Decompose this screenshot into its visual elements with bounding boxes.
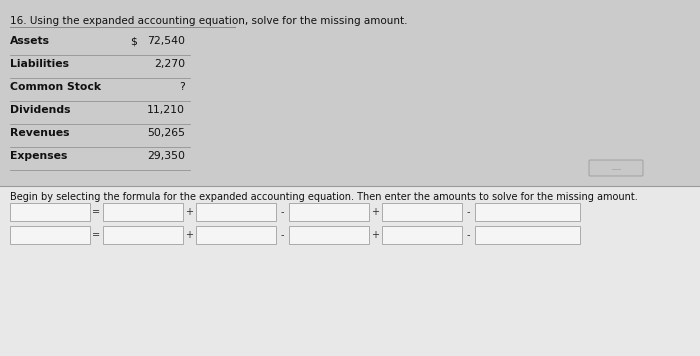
Bar bbox=[382, 203, 462, 221]
Text: Begin by selecting the formula for the expanded accounting equation. Then enter : Begin by selecting the formula for the e… bbox=[10, 192, 638, 202]
Text: Assets: Assets bbox=[10, 36, 50, 46]
Text: Common Stock: Common Stock bbox=[10, 82, 101, 92]
Text: Dividends: Dividends bbox=[10, 105, 71, 115]
Bar bbox=[10, 203, 90, 221]
Text: .....: ..... bbox=[611, 166, 621, 171]
Bar bbox=[475, 226, 580, 244]
Text: -: - bbox=[281, 207, 284, 217]
Text: 29,350: 29,350 bbox=[147, 151, 185, 161]
Bar bbox=[289, 226, 369, 244]
Text: $: $ bbox=[130, 36, 137, 46]
Text: -: - bbox=[467, 230, 470, 240]
Text: +: + bbox=[186, 230, 193, 240]
Text: ?: ? bbox=[179, 82, 185, 92]
Bar bbox=[382, 226, 462, 244]
FancyBboxPatch shape bbox=[589, 160, 643, 176]
Text: 50,265: 50,265 bbox=[147, 128, 185, 138]
Text: Expenses: Expenses bbox=[10, 151, 67, 161]
Bar bbox=[289, 203, 369, 221]
Bar bbox=[0, 186, 700, 356]
Bar bbox=[103, 203, 183, 221]
Bar bbox=[196, 203, 276, 221]
Text: +: + bbox=[372, 207, 379, 217]
Text: =: = bbox=[92, 230, 101, 240]
Text: 72,540: 72,540 bbox=[147, 36, 185, 46]
Text: +: + bbox=[372, 230, 379, 240]
Text: =: = bbox=[92, 207, 101, 217]
Text: -: - bbox=[281, 230, 284, 240]
Bar bbox=[196, 226, 276, 244]
Text: 11,210: 11,210 bbox=[147, 105, 185, 115]
Text: +: + bbox=[186, 207, 193, 217]
Bar bbox=[103, 226, 183, 244]
Text: Revenues: Revenues bbox=[10, 128, 69, 138]
Bar bbox=[475, 203, 580, 221]
Text: -: - bbox=[467, 207, 470, 217]
Bar bbox=[10, 226, 90, 244]
Text: 16. Using the expanded accounting equation, solve for the missing amount.: 16. Using the expanded accounting equati… bbox=[10, 16, 407, 26]
Text: Liabilities: Liabilities bbox=[10, 59, 69, 69]
Text: 2,270: 2,270 bbox=[154, 59, 185, 69]
